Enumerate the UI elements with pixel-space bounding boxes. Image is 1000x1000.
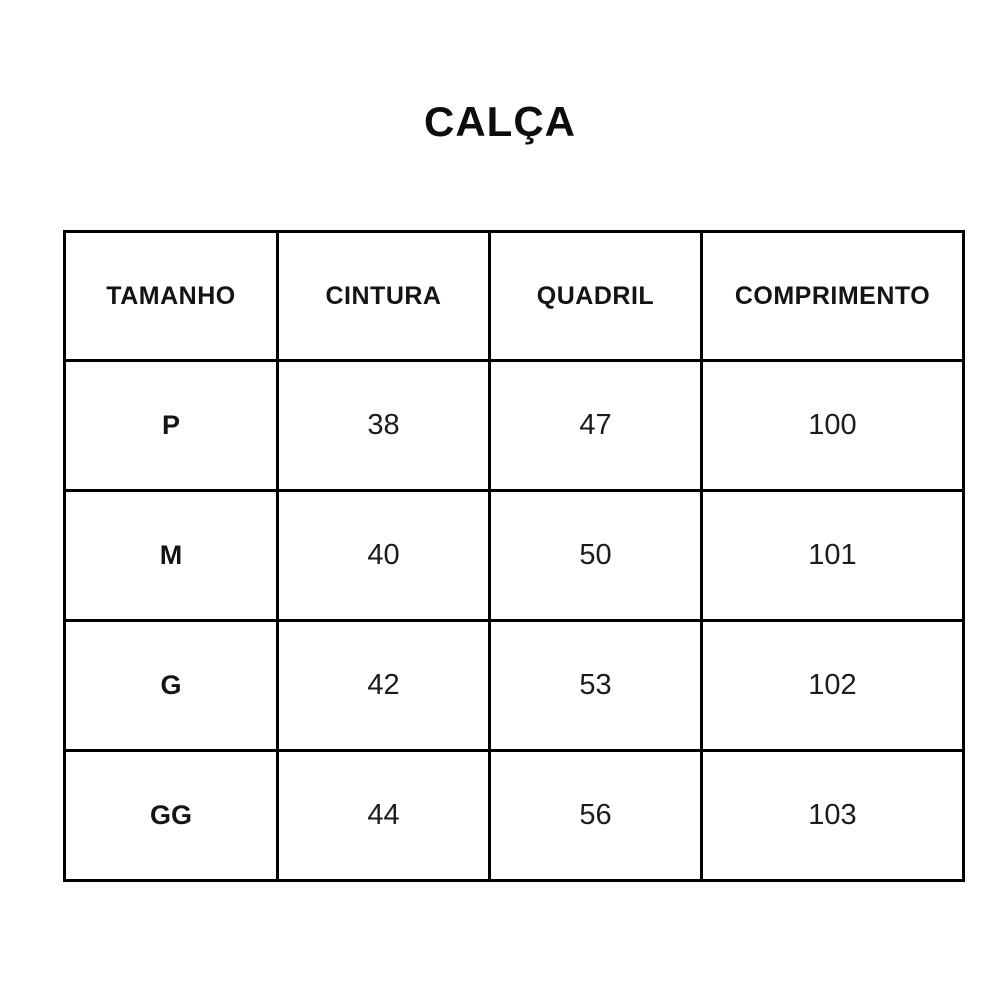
comprimento-value: 101: [700, 489, 965, 622]
page-title: CALÇA: [424, 98, 576, 145]
size-label: P: [63, 359, 279, 492]
cintura-value: 42: [276, 619, 491, 752]
quadril-value: 50: [488, 489, 703, 622]
table-row-g: G 42 53 102: [63, 619, 965, 752]
table-header-row: TAMANHO CINTURA QUADRIL COMPRIMENTO: [63, 230, 965, 362]
size-label: M: [63, 489, 279, 622]
quadril-value: 47: [488, 359, 703, 492]
column-header-quadril: QUADRIL: [488, 230, 703, 362]
cintura-value: 40: [276, 489, 491, 622]
table-row-p: P 38 47 100: [63, 359, 965, 492]
size-label: G: [63, 619, 279, 752]
cintura-value: 38: [276, 359, 491, 492]
cintura-value: 44: [276, 749, 491, 882]
size-table: TAMANHO CINTURA QUADRIL COMPRIMENTO P 38…: [63, 230, 965, 882]
size-label: GG: [63, 749, 279, 882]
table-row-m: M 40 50 101: [63, 489, 965, 622]
column-header-cintura: CINTURA: [276, 230, 491, 362]
column-header-tamanho: TAMANHO: [63, 230, 279, 362]
table-row-gg: GG 44 56 103: [63, 749, 965, 882]
comprimento-value: 100: [700, 359, 965, 492]
column-header-comprimento: COMPRIMENTO: [700, 230, 965, 362]
comprimento-value: 102: [700, 619, 965, 752]
quadril-value: 56: [488, 749, 703, 882]
comprimento-value: 103: [700, 749, 965, 882]
quadril-value: 53: [488, 619, 703, 752]
